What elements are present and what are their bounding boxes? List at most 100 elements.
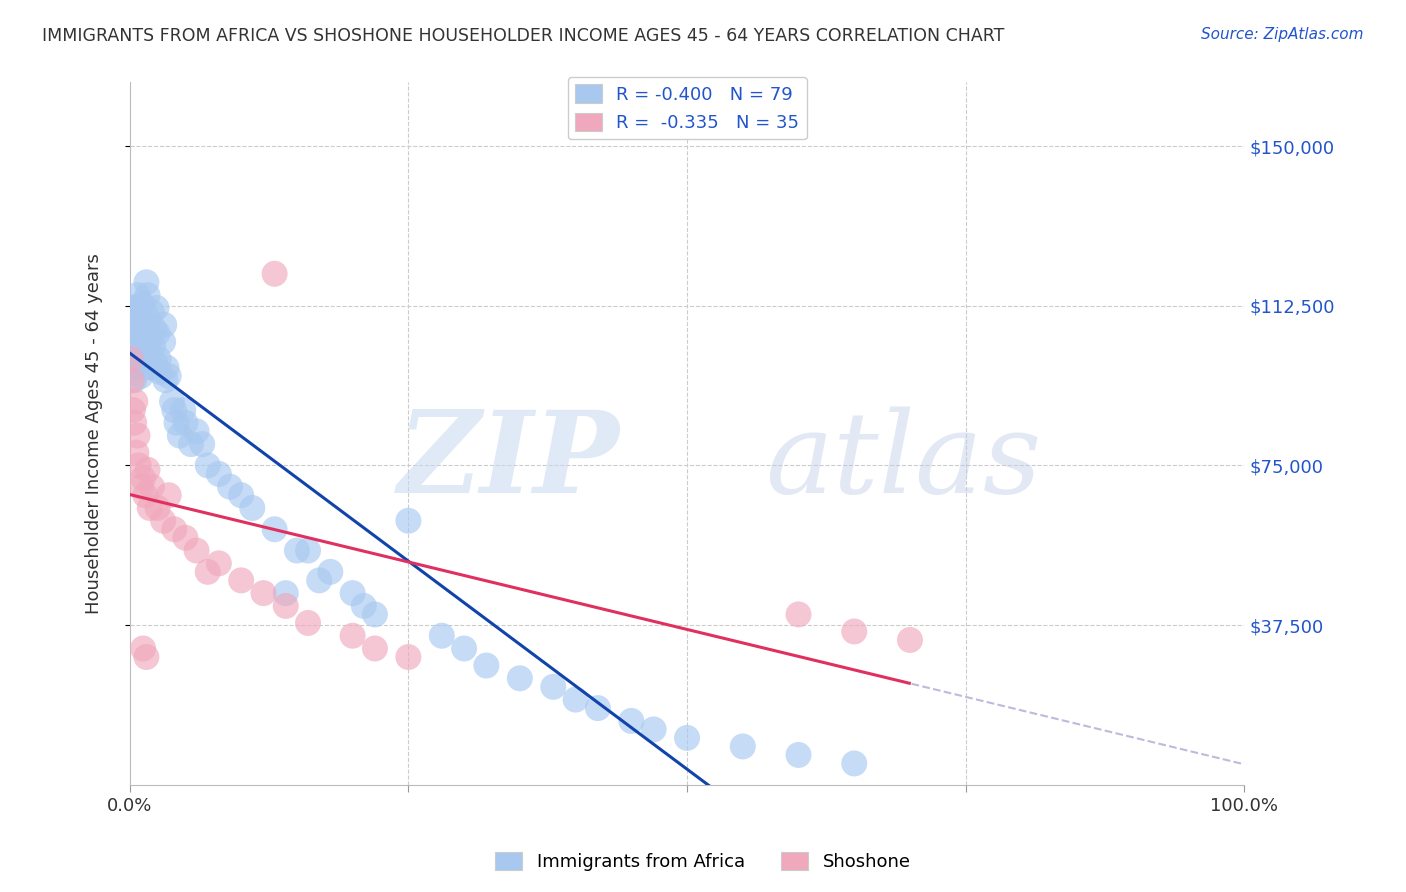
Point [141, 305, 163, 319]
Point [146, 500, 169, 515]
Point [219, 480, 242, 494]
Point [120, 351, 142, 366]
Point [129, 318, 152, 332]
Point [134, 351, 156, 366]
Point [136, 318, 159, 332]
Point [132, 641, 155, 656]
Point [128, 458, 150, 473]
Point [191, 437, 214, 451]
Point [135, 310, 157, 324]
Point [134, 360, 156, 375]
Point [155, 373, 177, 387]
Point [172, 403, 194, 417]
Point [139, 500, 162, 515]
Point [430, 629, 453, 643]
Point [138, 343, 160, 358]
Point [124, 394, 146, 409]
Point [263, 267, 285, 281]
Point [157, 368, 180, 383]
Point [620, 714, 643, 728]
Point [364, 641, 387, 656]
Point [319, 565, 342, 579]
Point [174, 416, 197, 430]
Point [844, 624, 866, 639]
Point [121, 301, 143, 315]
Legend: R = -0.400   N = 79, R =  -0.335   N = 35: R = -0.400 N = 79, R = -0.335 N = 35 [568, 77, 807, 139]
Point [396, 514, 419, 528]
Point [129, 480, 152, 494]
Point [186, 543, 208, 558]
Point [124, 310, 146, 324]
Point [149, 365, 172, 379]
Point [125, 339, 148, 353]
Point [364, 607, 387, 622]
Point [297, 615, 319, 630]
Point [131, 296, 153, 310]
Point [122, 373, 145, 387]
Legend: Immigrants from Africa, Shoshone: Immigrants from Africa, Shoshone [488, 845, 918, 879]
Point [135, 650, 157, 665]
Point [136, 463, 159, 477]
Point [285, 543, 308, 558]
Point [208, 557, 231, 571]
Point [122, 351, 145, 366]
Point [122, 403, 145, 417]
Point [139, 331, 162, 345]
Point [231, 574, 253, 588]
Point [157, 488, 180, 502]
Point [353, 599, 375, 613]
Point [122, 360, 145, 375]
Point [132, 471, 155, 485]
Point [274, 599, 297, 613]
Point [143, 356, 166, 370]
Point [543, 680, 565, 694]
Text: ZIP: ZIP [398, 406, 620, 517]
Point [127, 288, 149, 302]
Point [475, 658, 498, 673]
Point [121, 331, 143, 345]
Point [274, 586, 297, 600]
Point [148, 351, 170, 366]
Point [128, 301, 150, 315]
Y-axis label: Householder Income Ages 45 - 64 years: Householder Income Ages 45 - 64 years [86, 253, 103, 614]
Point [844, 756, 866, 771]
Point [676, 731, 699, 745]
Point [155, 360, 177, 375]
Point [166, 416, 188, 430]
Point [509, 671, 531, 685]
Point [308, 574, 330, 588]
Point [564, 692, 586, 706]
Point [297, 543, 319, 558]
Point [139, 360, 162, 375]
Point [453, 641, 475, 656]
Point [163, 403, 186, 417]
Point [252, 586, 274, 600]
Text: atlas: atlas [765, 406, 1042, 516]
Point [132, 331, 155, 345]
Point [136, 288, 159, 302]
Point [169, 428, 191, 442]
Point [174, 531, 197, 545]
Point [152, 514, 174, 528]
Point [128, 348, 150, 362]
Point [121, 373, 143, 387]
Point [396, 650, 419, 665]
Point [586, 701, 609, 715]
Point [208, 467, 231, 481]
Point [898, 632, 921, 647]
Point [127, 313, 149, 327]
Point [342, 586, 364, 600]
Point [197, 458, 219, 473]
Point [142, 339, 165, 353]
Point [263, 522, 285, 536]
Point [141, 480, 163, 494]
Point [787, 747, 810, 762]
Point [231, 488, 253, 502]
Point [160, 394, 183, 409]
Point [143, 322, 166, 336]
Point [152, 334, 174, 349]
Point [122, 416, 145, 430]
Point [787, 607, 810, 622]
Point [342, 629, 364, 643]
Point [129, 368, 152, 383]
